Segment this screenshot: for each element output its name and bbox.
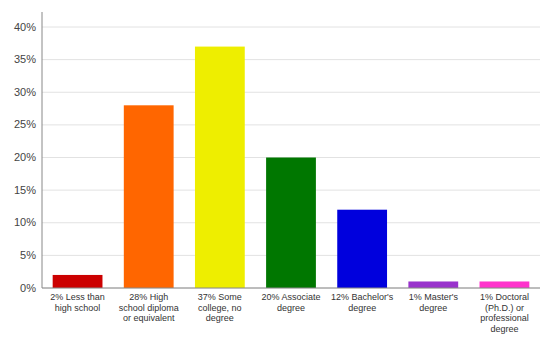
bars [53,47,530,288]
y-tick-label: 5% [20,249,36,261]
y-axis-line [42,12,43,288]
x-tick-label: 2% Less thanhigh school [50,292,105,313]
y-tick-label: 30% [14,86,36,98]
x-tick-label: 28% Highschool diplomaor equivalent [119,292,179,323]
bar [124,105,174,288]
y-tick-label: 25% [14,118,36,130]
grid-line [42,92,540,93]
bar [480,281,530,288]
grid [42,27,540,288]
grid-line [42,124,540,125]
y-tick-label: 0% [20,282,36,294]
y-tick-label: 20% [14,151,36,163]
grid-line [42,59,540,60]
bar [195,47,245,288]
x-tick-label: 1% Doctoral(Ph.D.) orprofessionaldegree [480,292,529,334]
x-tick-label: 12% Bachelor'sdegree [331,292,394,313]
bar [337,210,387,288]
y-tick-label: 15% [14,184,36,196]
bar [408,281,458,288]
x-tick-label: 1% Master'sdegree [409,292,459,313]
bar [53,275,103,288]
bar [266,158,316,288]
grid-line [42,27,540,28]
y-tick-label: 10% [14,216,36,228]
x-tick-label: 37% Somecollege, nodegree [198,292,242,323]
chart-svg: 0% 5% 10% 15% 20% 25% 30% 35% 40% 2% Less thanhig… [0,0,550,350]
x-tick-label: 20% Associatedegree [261,292,320,313]
y-tick-label: 35% [14,53,36,65]
y-tick-label: 40% [14,21,36,33]
chart-container: 0% 5% 10% 15% 20% 25% 30% 35% 40% 2% Less thanhig… [0,0,550,350]
grid-line [42,288,540,289]
x-axis-line [42,288,540,289]
